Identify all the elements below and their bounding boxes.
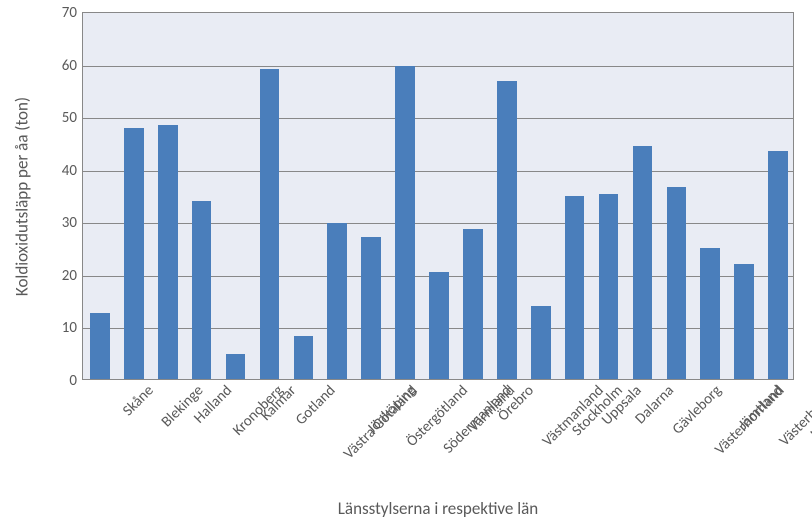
- bar: [497, 81, 517, 379]
- x-tick-label: Gotland: [290, 379, 340, 429]
- bar: [361, 237, 381, 379]
- gridline: [83, 223, 793, 224]
- x-tick-label: Skåne: [116, 379, 157, 420]
- bar: [565, 196, 585, 379]
- gridline: [83, 118, 793, 119]
- bar: [260, 69, 280, 379]
- y-tick-label: 30: [62, 214, 83, 232]
- y-tick-label: 50: [62, 109, 83, 127]
- y-tick-label: 70: [62, 4, 83, 22]
- bar: [734, 264, 754, 379]
- x-tick-label: Gävleborg: [667, 379, 726, 438]
- bar: [327, 223, 347, 379]
- y-tick-label: 60: [62, 57, 83, 75]
- bar: [192, 201, 212, 379]
- plot-area: 010203040506070SkåneBlekingeHallandKrono…: [82, 12, 794, 380]
- gridline: [83, 66, 793, 67]
- x-axis-title: Länsstylserna i respektive län: [82, 498, 794, 519]
- y-tick-label: 40: [62, 162, 83, 180]
- bar: [531, 306, 551, 379]
- bar: [294, 336, 314, 379]
- bar: [463, 229, 483, 379]
- bar: [158, 125, 178, 379]
- co2-bar-chart: 010203040506070SkåneBlekingeHallandKrono…: [0, 0, 812, 527]
- gridline: [83, 171, 793, 172]
- bar: [768, 151, 788, 379]
- y-tick-label: 0: [69, 372, 83, 390]
- y-tick-label: 10: [62, 319, 83, 337]
- bar: [90, 313, 110, 379]
- bar: [667, 187, 687, 379]
- bar: [395, 66, 415, 379]
- bar: [429, 272, 449, 379]
- y-axis-title: Koldioxidutsläpp per åa (ton): [12, 37, 33, 357]
- x-tick-label: Jämtland: [732, 379, 787, 434]
- bar: [599, 194, 619, 379]
- bar: [226, 354, 246, 379]
- bar: [700, 248, 720, 379]
- bar: [633, 146, 653, 379]
- bar: [124, 128, 144, 379]
- y-tick-label: 20: [62, 267, 83, 285]
